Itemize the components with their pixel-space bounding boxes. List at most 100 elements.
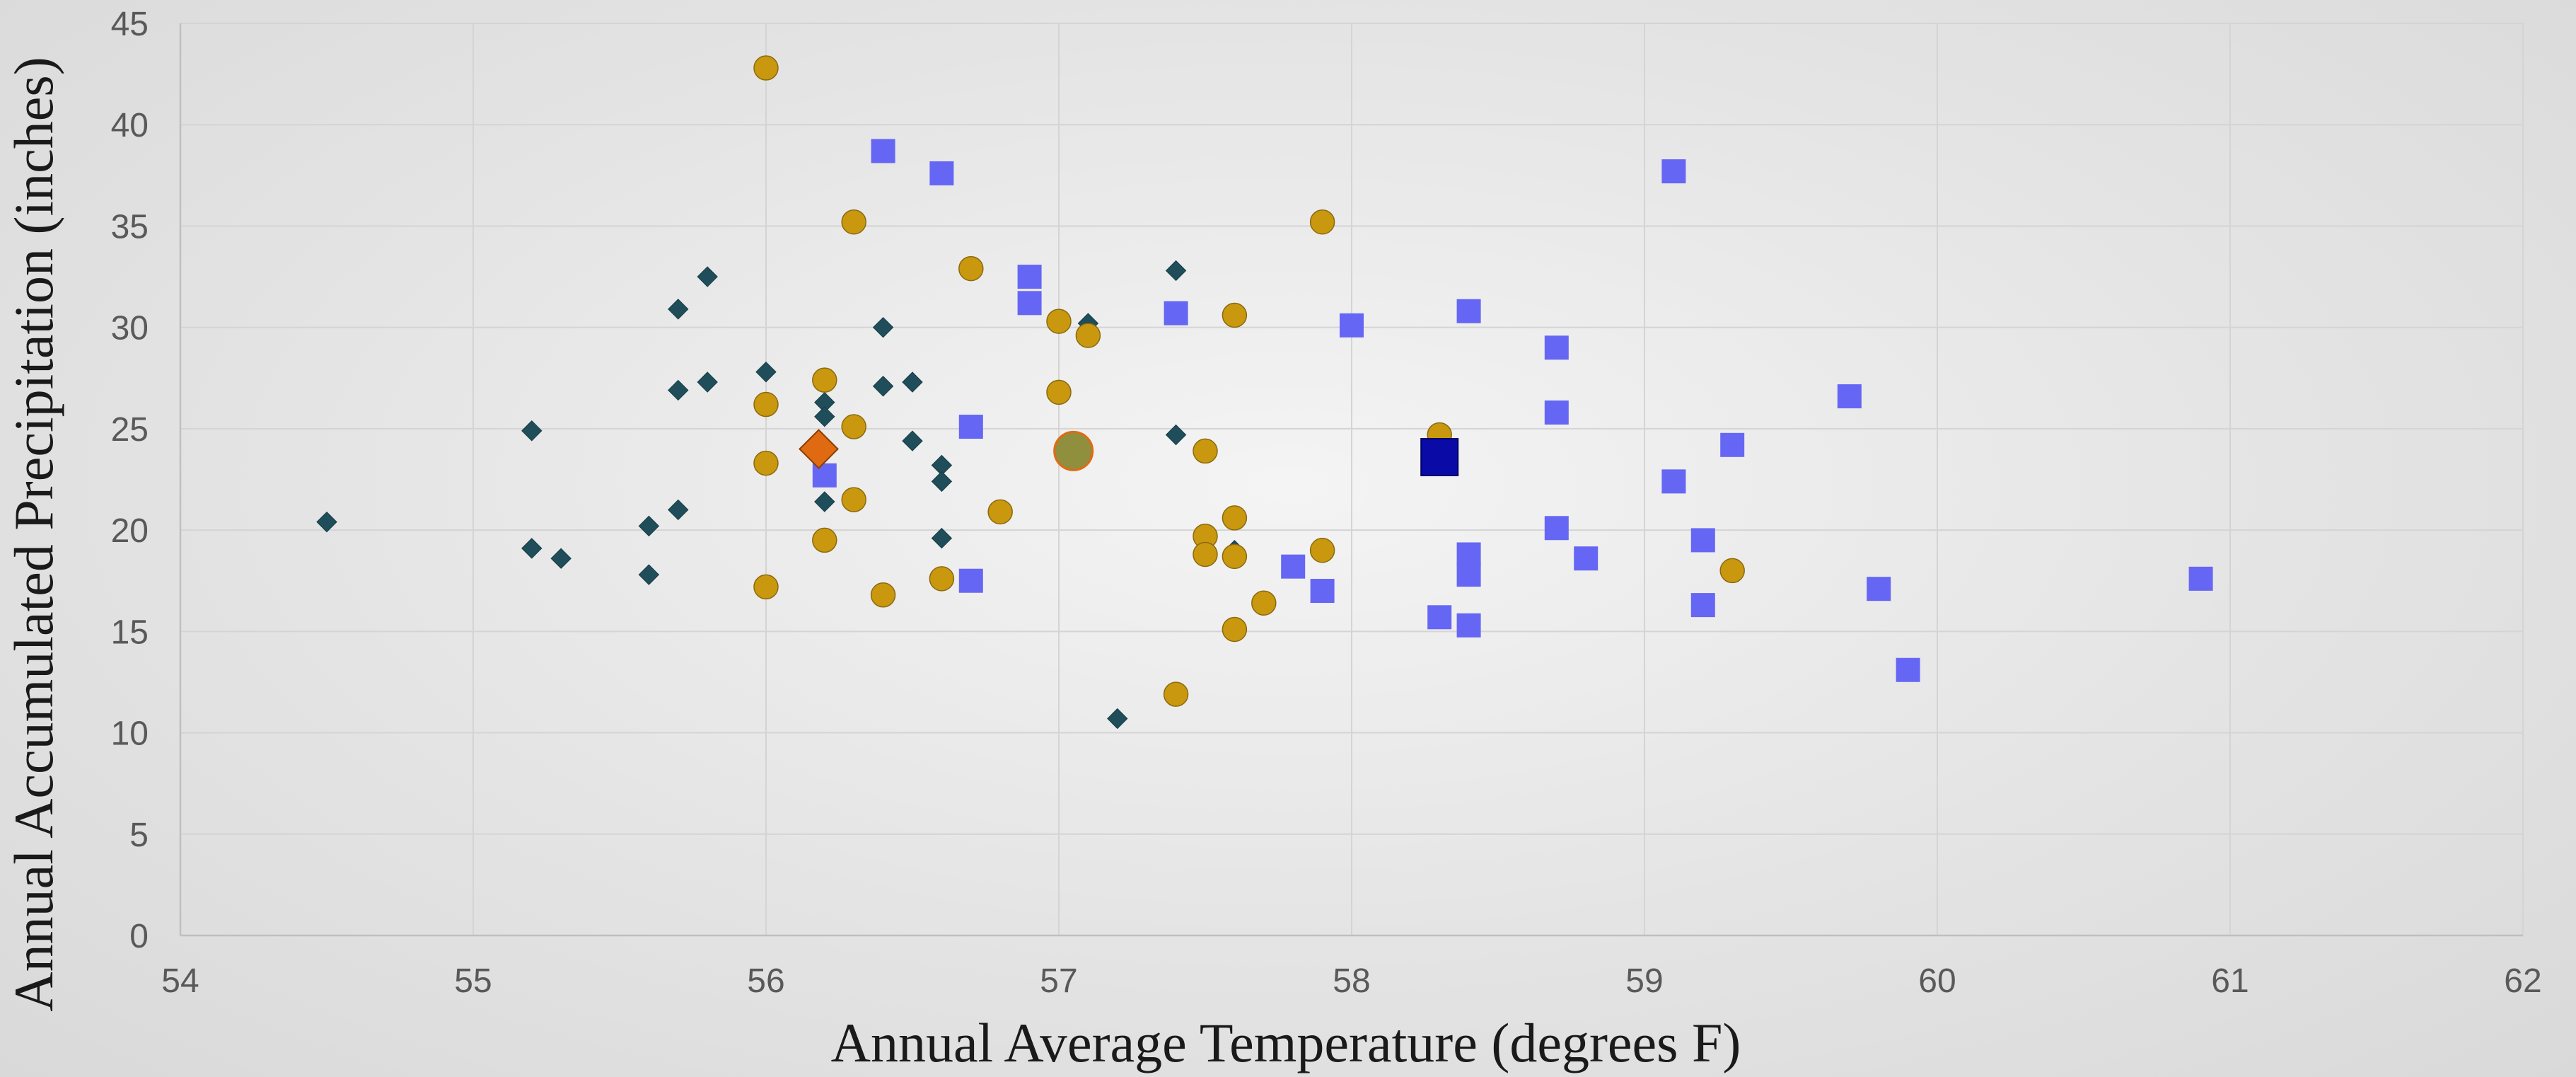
data-point-circle: [1222, 543, 1248, 570]
y-tick-label: 35: [111, 208, 149, 246]
axes: [179, 23, 2523, 937]
data-point-circle: [1222, 505, 1248, 531]
data-point-circle: [958, 255, 984, 282]
data-point-diamond: [1165, 424, 1187, 446]
data-point-square: [1427, 605, 1452, 630]
data-point-square: [1456, 299, 1481, 323]
y-tick-label: 45: [111, 6, 149, 43]
data-point-square: [1544, 400, 1569, 425]
tick-labels: 54 55 56 57 58 59 60 61 62 0 5 10 15 20 25 30 35 40 45: [111, 6, 2542, 1000]
data-point-diamond: [872, 376, 894, 397]
data-point-circle: [1163, 681, 1189, 707]
average-markers: [799, 429, 1459, 476]
data-point-circle: [929, 566, 955, 592]
data-point-square: [1690, 528, 1715, 553]
x-tick-label: 54: [161, 962, 199, 1000]
y-tick-label: 15: [111, 614, 149, 651]
data-point-circle: [753, 574, 779, 600]
data-point-square: [929, 161, 954, 185]
data-point-diamond: [668, 299, 689, 320]
y-tick-label: 25: [111, 411, 149, 449]
data-point-square: [1574, 546, 1599, 571]
x-tick-label: 57: [1040, 962, 1077, 1000]
data-point-diamond: [872, 316, 894, 338]
data-points: [316, 55, 2213, 730]
data-point-circle: [841, 414, 866, 439]
data-point-circle: [1222, 616, 1248, 643]
x-tick-label: 55: [454, 962, 492, 1000]
data-point-circle: [841, 487, 866, 512]
data-point-diamond: [902, 372, 923, 393]
y-axis-title: Annual Accumulated Precipitation (inches…: [3, 57, 64, 1011]
data-point-diamond: [931, 471, 953, 493]
data-point-diamond: [316, 511, 337, 533]
data-point-square: [871, 139, 895, 163]
data-point-square: [958, 568, 983, 593]
axis-titles: Annual Average Temperature (degrees F) A…: [3, 57, 1741, 1073]
data-point-diamond: [521, 420, 543, 442]
y-tick-label: 30: [111, 310, 149, 347]
y-tick-label: 10: [111, 715, 149, 753]
data-point-square: [1544, 335, 1569, 360]
data-point-circle: [987, 499, 1013, 525]
data-point-square: [1867, 577, 1891, 601]
data-point-circle: [1719, 558, 1745, 584]
data-point-diamond: [668, 379, 689, 401]
data-point-circle: [1222, 302, 1248, 328]
data-point-diamond: [697, 372, 718, 393]
data-point-diamond: [931, 527, 953, 549]
data-point-square: [1456, 563, 1481, 587]
data-point-square: [1544, 516, 1569, 541]
data-point-diamond: [814, 491, 835, 512]
data-point-circle: [753, 450, 779, 476]
y-tick-label: 0: [129, 918, 149, 955]
x-tick-label: 60: [1918, 962, 1956, 1000]
data-point-diamond: [755, 361, 777, 383]
y-tick-label: 40: [111, 107, 149, 144]
data-point-square: [1720, 432, 1745, 457]
data-point-diamond: [638, 515, 660, 537]
data-point-diamond: [668, 499, 689, 521]
data-point-circle: [1251, 590, 1277, 616]
data-point-square: [1661, 469, 1686, 494]
data-point-square: [1164, 301, 1188, 326]
x-tick-label: 62: [2504, 962, 2541, 1000]
data-point-circle: [812, 367, 837, 393]
data-point-circle: [1193, 438, 1218, 464]
data-point-square: [1310, 579, 1335, 604]
data-point-square: [2188, 566, 2213, 591]
data-point-diamond: [902, 430, 923, 451]
data-point-square: [1017, 291, 1042, 316]
grid: [180, 23, 2524, 935]
data-point-square: [958, 415, 983, 439]
data-point-circle: [1309, 209, 1335, 235]
data-point-square: [1661, 159, 1686, 184]
data-point-circle: [753, 55, 779, 81]
data-point-circle: [753, 391, 779, 417]
data-point-circle: [1075, 323, 1101, 348]
data-point-square: [1456, 613, 1481, 638]
data-point-circle: [1046, 309, 1072, 334]
data-point-square: [1017, 265, 1042, 289]
data-point-diamond: [550, 548, 572, 569]
average-point-diamond: [799, 429, 839, 469]
data-point-square: [1837, 384, 1862, 409]
data-point-square: [1690, 593, 1715, 618]
y-tick-label: 20: [111, 512, 149, 550]
x-tick-label: 61: [2211, 962, 2249, 1000]
data-point-circle: [841, 209, 866, 235]
x-tick-label: 56: [747, 962, 784, 1000]
data-point-circle: [1309, 538, 1335, 563]
data-point-diamond: [814, 405, 835, 427]
data-point-circle: [812, 527, 837, 553]
average-point-square: [1420, 437, 1459, 476]
x-tick-label: 58: [1333, 962, 1370, 1000]
data-point-square: [812, 463, 837, 488]
data-point-circle: [1046, 379, 1072, 405]
x-tick-label: 59: [1625, 962, 1663, 1000]
data-point-square: [1281, 554, 1306, 579]
y-tick-label: 5: [129, 817, 149, 854]
data-point-diamond: [638, 564, 660, 585]
